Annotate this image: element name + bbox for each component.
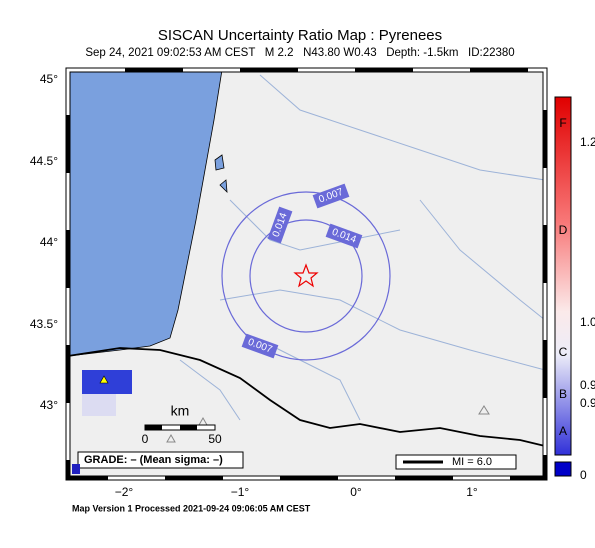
lat-label: 44° [40, 235, 58, 249]
grade-letter: A [559, 424, 567, 438]
border [67, 347, 546, 447]
grade-swatch [72, 464, 80, 474]
legend-box [395, 454, 517, 470]
colorbar [554, 96, 572, 456]
epicenter [293, 263, 319, 288]
lat-label: 45° [40, 72, 58, 86]
ocean [67, 69, 223, 357]
title: SISCAN Uncertainty Ratio Map : Pyrenees [158, 27, 442, 44]
colorbar-swatch [554, 461, 572, 477]
lon-label: 1° [466, 485, 478, 499]
contour-labels: 0.007 0.014 0.014 0.007 [241, 183, 363, 359]
colorbar-grades: F D C B A [559, 116, 568, 438]
grade-letter: D [559, 223, 568, 237]
contour [221, 191, 391, 361]
lat-label: 44.5° [30, 154, 58, 168]
scale-unit: km [171, 403, 190, 419]
colorbar-value: 1.2 [580, 135, 595, 149]
lon-label: −1° [231, 485, 250, 499]
lat-label: 43.5° [30, 317, 58, 331]
frame-ticks [66, 68, 547, 480]
lon-label: −2° [115, 485, 134, 499]
lat-labels: 45° 44.5° 44° 43.5° 43° [30, 72, 58, 412]
grade-cell [82, 394, 116, 416]
scale-label: 0 [142, 432, 149, 446]
colorbar-value: 0.9 [580, 378, 595, 392]
lon-label: 0° [350, 485, 362, 499]
grade-letter: C [559, 345, 568, 359]
rivers [179, 74, 546, 421]
station [99, 375, 109, 384]
legend-text: MI = 6.0 [452, 456, 492, 468]
subtitle: Sep 24, 2021 09:02:53 AM CEST M 2.2 N43.… [85, 47, 514, 59]
lakes [214, 154, 228, 194]
scale-bar [145, 425, 162, 430]
colorbar-value: 0.9 [580, 396, 595, 410]
scale-label: 50 [208, 432, 222, 446]
scale-bar [180, 425, 197, 430]
colorbar-values: 1.2 1.0 0.9 0.9 0 [580, 135, 595, 482]
grade-letter: B [559, 387, 567, 401]
lon-labels: −2° −1° 0° 1° [115, 485, 478, 499]
grade-letter: F [559, 116, 566, 130]
colorbar-value: 1.0 [580, 315, 595, 329]
lat-label: 43° [40, 398, 58, 412]
grade-box [77, 451, 244, 469]
grade-text: GRADE: – (Mean sigma: –) [84, 454, 223, 466]
contour [249, 219, 363, 333]
colorbar-value: 0 [580, 468, 587, 482]
footer: Map Version 1 Processed 2021-09-24 09:06… [72, 503, 311, 513]
